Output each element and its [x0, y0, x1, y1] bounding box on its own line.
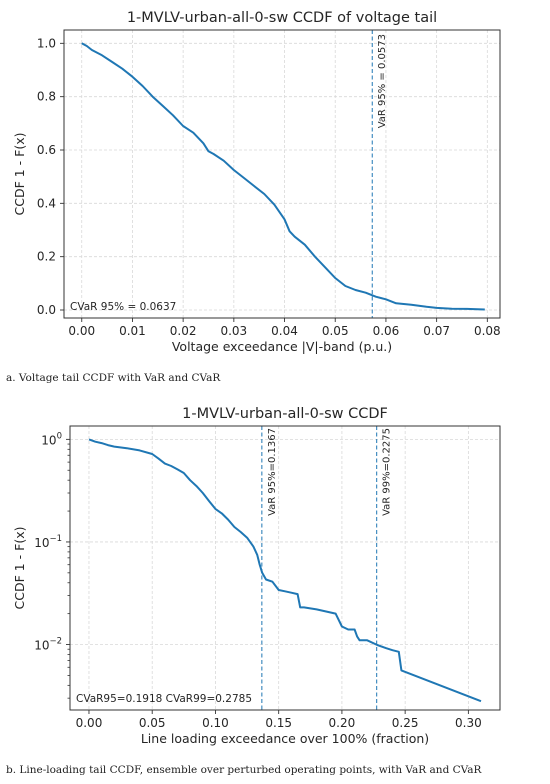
x-tick-label: 0.10: [202, 716, 229, 730]
x-tick-label: 0.05: [322, 324, 349, 338]
y-tick-label: 0.6: [37, 143, 56, 157]
ccdf-series-line: [88, 438, 482, 703]
chart-title: 1-MVLV-urban-all-0-sw CCDF of voltage ta…: [127, 10, 437, 26]
y-tick-label: 1.0: [37, 36, 56, 50]
y-axis-label: CCDF 1 - F(x): [12, 527, 27, 610]
cvar-annotation: CVaR 95% = 0.0637: [70, 301, 176, 313]
y-axis-label: CCDF 1 - F(x): [12, 133, 27, 216]
var-label: VaR 95%=0.1367: [267, 428, 278, 516]
voltage-ccdf-chart: 1-MVLV-urban-all-0-sw CCDF of voltage ta…: [12, 10, 501, 354]
x-tick-label: 0.04: [271, 324, 298, 338]
ccdf-series-line: [81, 42, 485, 311]
y-tick-base: 10: [41, 433, 56, 447]
y-tick-exponent: −2: [49, 637, 62, 647]
x-axis-label: Line loading exceedance over 100% (fract…: [141, 731, 429, 746]
y-tick-label: 0.0: [37, 303, 56, 317]
x-tick-label: 0.01: [119, 324, 146, 338]
var-label: VaR 99%=0.2275: [382, 428, 393, 516]
y-tick-label: 0.2: [37, 250, 56, 264]
caption-a: a. Voltage tail CCDF with VaR and CVaR: [6, 372, 221, 384]
x-tick-label: 0.08: [474, 324, 501, 338]
x-tick-label: 0.06: [373, 324, 400, 338]
x-tick-label: 0.30: [455, 716, 482, 730]
var-label: VaR 95% = 0.0573: [377, 34, 388, 128]
x-tick-label: 0.20: [329, 716, 356, 730]
cvar-annotation: CVaR95=0.1918 CVaR99=0.2785: [76, 693, 252, 705]
y-tick-label: 10−2: [34, 637, 62, 653]
x-tick-label: 0.00: [68, 324, 95, 338]
x-tick-label: 0.00: [76, 716, 103, 730]
y-tick-exponent: −1: [49, 534, 62, 544]
caption-b: b. Line-loading tail CCDF, ensemble over…: [6, 764, 482, 776]
x-axis-label: Voltage exceedance |V|-band (p.u.): [172, 339, 392, 354]
y-tick-base: 10: [34, 536, 49, 550]
x-tick-label: 0.07: [423, 324, 450, 338]
x-tick-label: 0.25: [392, 716, 419, 730]
plot-frame: [69, 425, 501, 711]
plot-frame: [63, 29, 501, 319]
y-tick-label: 10−1: [34, 534, 62, 550]
y-tick-label: 0.4: [37, 196, 56, 210]
y-tick-label: 0.8: [37, 90, 56, 104]
x-tick-label: 0.15: [265, 716, 292, 730]
chart-title: 1-MVLV-urban-all-0-sw CCDF: [182, 406, 388, 422]
y-tick-label: 100: [41, 431, 62, 447]
x-tick-label: 0.02: [170, 324, 197, 338]
x-tick-label: 0.03: [220, 324, 247, 338]
y-tick-exponent: 0: [57, 431, 62, 441]
line-loading-ccdf-chart: 1-MVLV-urban-all-0-sw CCDF VaR 95%=0.1367…: [12, 406, 501, 746]
y-tick-base: 10: [34, 639, 49, 653]
x-tick-label: 0.05: [139, 716, 166, 730]
